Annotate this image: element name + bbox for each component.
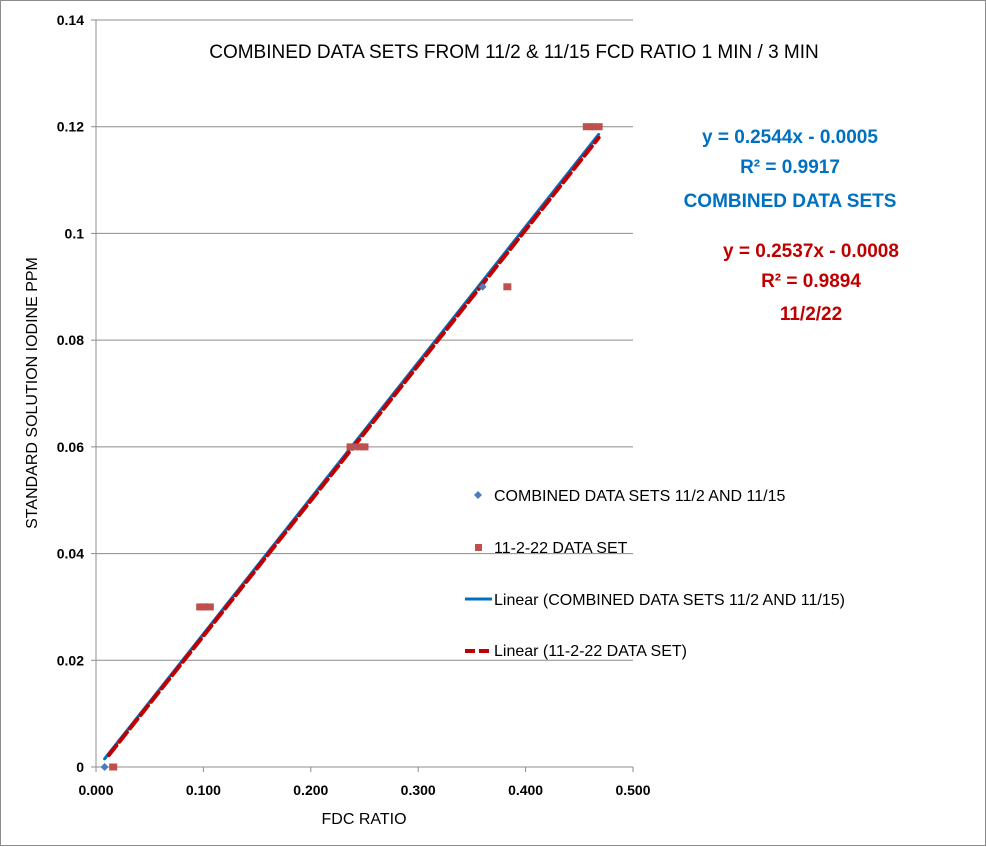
legend-label-linear-combined: Linear (COMBINED DATA SETS 11/2 AND 11/1… xyxy=(494,592,845,609)
11-2-22-data-point xyxy=(594,123,603,131)
11-2-22-data-point xyxy=(205,603,214,611)
equation-combined-line-3: COMBINED DATA SETS xyxy=(684,191,897,212)
11-2-22-data-point xyxy=(582,123,591,131)
equation-combined: y = 0.2544x - 0.0005 R² = 0.9917 COMBINE… xyxy=(684,127,897,212)
11-2-22-data-point xyxy=(199,603,208,611)
x-axis-title: FDC RATIO xyxy=(321,811,406,828)
gridlines xyxy=(96,19,633,661)
legend-item-linear-combined: Linear (COMBINED DATA SETS 11/2 AND 11/1… xyxy=(465,592,845,609)
y-tick-label: 0.12 xyxy=(57,119,84,135)
legend-label-linear-11-2-22: Linear (11-2-22 DATA SET) xyxy=(494,643,687,660)
y-axis-title: STANDARD SOLUTION IODINE PPM xyxy=(24,257,41,529)
y-tick-label: 0.14 xyxy=(57,12,84,28)
y-tick-label: 0.04 xyxy=(57,546,84,562)
y-tick-label: 0.08 xyxy=(57,332,84,348)
equation-11-2-line-1: y = 0.2537x - 0.0008 xyxy=(723,241,899,262)
x-tick-label: 0.400 xyxy=(508,782,543,798)
axes xyxy=(91,19,634,772)
y-tick-label: 0.1 xyxy=(65,225,85,241)
tick-labels: 0 0.02 0.04 0.06 0.08 0.1 0.12 0.14 0.000 0.100 0.… xyxy=(57,12,651,798)
equation-11-2-line-3: 11/2/22 xyxy=(780,304,842,325)
x-tick-label: 0.200 xyxy=(293,782,328,798)
equation-combined-line-2: R² = 0.9917 xyxy=(740,157,840,178)
11-2-22-data-point xyxy=(346,443,355,451)
legend-item-linear-11-2-22: Linear (11-2-22 DATA SET) xyxy=(465,643,687,660)
legend-square-marker xyxy=(475,544,482,551)
11-2-22-data-point xyxy=(589,123,598,131)
combined-data-point xyxy=(478,282,487,291)
11-2-22-data-point xyxy=(360,443,369,451)
x-tick-label: 0.300 xyxy=(401,782,436,798)
chart-title: COMBINED DATA SETS FROM 11/2 & 11/15 FCD… xyxy=(209,42,819,63)
equation-11-2-line-2: R² = 0.9894 xyxy=(761,271,861,292)
combined-data-point xyxy=(100,763,109,771)
data-markers xyxy=(100,122,603,771)
equation-combined-line-1: y = 0.2544x - 0.0005 xyxy=(702,127,878,148)
x-tick-label: 0.500 xyxy=(615,782,650,798)
legend-item-combined: COMBINED DATA SETS 11/2 AND 11/15 xyxy=(474,488,785,505)
11-2-22-data-point xyxy=(355,443,364,451)
x-tick-label: 0.000 xyxy=(78,782,113,798)
y-tick-label: 0 xyxy=(76,759,84,775)
legend-diamond-marker xyxy=(474,491,482,499)
y-tick-label: 0.02 xyxy=(57,652,84,668)
legend-label-11-2-22: 11-2-22 DATA SET xyxy=(494,540,628,557)
legend-label-combined: COMBINED DATA SETS 11/2 AND 11/15 xyxy=(494,488,785,505)
x-tick-label: 0.100 xyxy=(186,782,221,798)
11-2-22-data-point xyxy=(109,763,118,771)
legend: COMBINED DATA SETS 11/2 AND 11/15 11-2-2… xyxy=(465,488,845,660)
11-2-22-data-point xyxy=(503,283,512,291)
equation-11-2: y = 0.2537x - 0.0008 R² = 0.9894 11/2/22 xyxy=(723,241,899,325)
y-tick-label: 0.06 xyxy=(57,439,84,455)
legend-item-11-2-22: 11-2-22 DATA SET xyxy=(475,540,628,557)
